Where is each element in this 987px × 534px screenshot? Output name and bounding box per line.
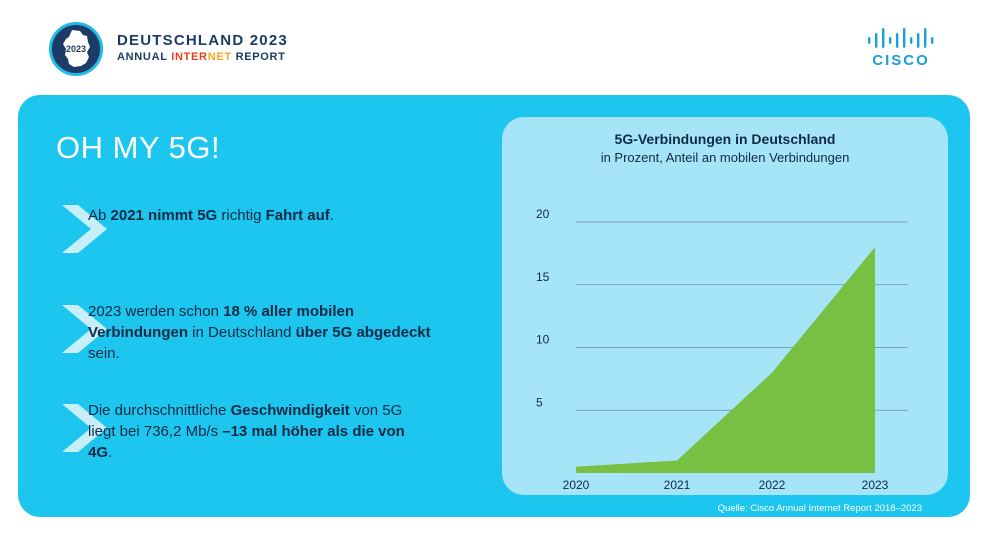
subtitle-part-highlight: INTER <box>171 51 208 63</box>
chevron-right-icon <box>62 205 107 253</box>
point-segment: Geschwindigkeit <box>230 402 350 419</box>
chart-card: 5G-Verbindungen in Deutschland in Prozen… <box>502 117 948 495</box>
chevron-right-icon <box>62 404 107 452</box>
point-segment: über 5G abgedeckt <box>295 324 431 341</box>
point-segment: in Deutschland <box>188 324 296 341</box>
point-1: Ab 2021 nimmt 5G richtig Fahrt auf. <box>62 205 422 255</box>
point-segment: Fahrt auf <box>265 207 330 224</box>
point-segment: sein. <box>88 345 120 362</box>
point-segment: Ab <box>88 207 111 224</box>
cisco-logo: CISCO <box>865 28 945 72</box>
point-segment: . <box>108 444 113 461</box>
point-segment: 18 % aller mobilen Verbindungen <box>88 303 354 341</box>
germany-map-badge: 2023 <box>49 22 103 76</box>
point-segment: 2023 werden schon <box>88 303 224 320</box>
germany-map-icon <box>63 30 90 67</box>
area-series <box>576 247 875 473</box>
point-segment: . <box>329 207 334 224</box>
chart-title: 5G-Verbindungen in Deutschland <box>614 131 836 147</box>
subtitle-part: ANNUAL <box>117 51 172 63</box>
chevron-right-icon <box>62 305 107 353</box>
point-segment: 2021 nimmt 5G <box>110 207 218 224</box>
point-3: Die durchschnittliche Geschwindigkeit vo… <box>62 400 422 470</box>
report-title: DEUTSCHLAND 2023 <box>117 32 288 49</box>
x-tick-label: 2022 <box>759 478 786 492</box>
x-tick-label: 2021 <box>664 478 691 492</box>
point-text: 2023 werden schon 18 % aller mobilen Ver… <box>88 301 433 364</box>
point-segment: richtig <box>217 207 266 224</box>
main-panel: OH MY 5G! Ab 2021 nimmt 5G richtig Fahrt… <box>18 95 970 517</box>
point-text: Ab 2021 nimmt 5G richtig Fahrt auf. <box>88 205 433 226</box>
subtitle-part: REPORT <box>231 51 286 63</box>
report-header: 2023 DEUTSCHLAND 2023 ANNUAL INTERNET RE… <box>0 0 987 95</box>
y-tick-label: 20 <box>536 207 550 221</box>
y-tick-label: 15 <box>536 270 550 284</box>
point-segment: von 5G liegt bei 736,2 Mb/s <box>88 402 403 440</box>
headline: OH MY 5G! <box>56 130 221 165</box>
cisco-wordmark: CISCO <box>872 52 930 69</box>
x-tick-label: 2023 <box>862 478 889 492</box>
y-tick-label: 5 <box>536 395 543 409</box>
cisco-bars-icon <box>868 28 934 48</box>
badge-year: 2023 <box>65 44 87 54</box>
y-tick-label: 10 <box>536 333 550 347</box>
source-note: Quelle: Cisco Annual Internet Report 201… <box>717 503 922 514</box>
point-segment: Die durchschnittliche <box>88 402 231 419</box>
chart-subtitle: in Prozent, Anteil an mobilen Verbindung… <box>600 150 850 165</box>
x-tick-label: 2020 <box>563 478 590 492</box>
subtitle-part-highlight-2: NET <box>207 51 232 63</box>
report-subtitle: ANNUAL INTERNET REPORT <box>117 51 286 63</box>
point-segment: –13 mal höher als die von 4G <box>88 423 405 461</box>
point-text: Die durchschnittliche Geschwindigkeit vo… <box>88 400 433 463</box>
point-2: 2023 werden schon 18 % aller mobilen Ver… <box>62 301 431 371</box>
